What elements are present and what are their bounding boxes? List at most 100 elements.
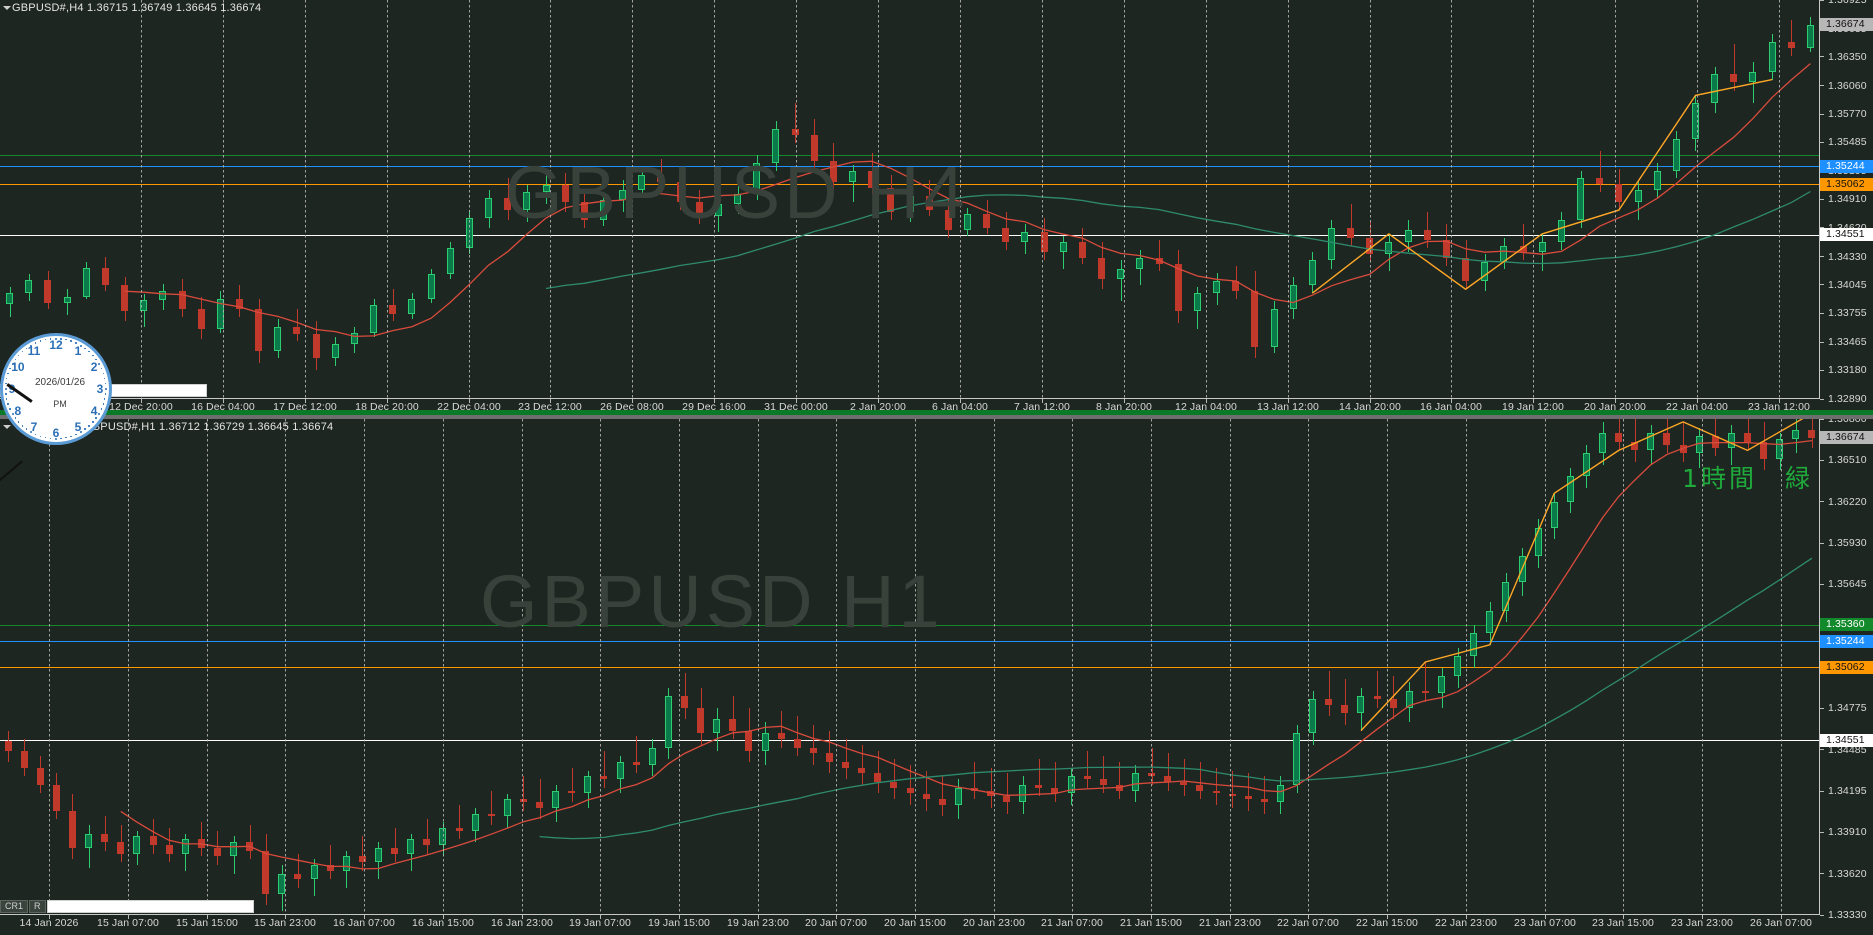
candle-body (6, 293, 13, 305)
candle-body (140, 300, 147, 311)
candle-body (375, 847, 382, 863)
clock-minute-dot (34, 433, 37, 436)
chart-pane-h1[interactable]: GBPUSD H1 GBPUSD#,H1 1.36712 1.36729 1.3… (0, 419, 1873, 935)
status-cell-cr1[interactable]: CR1 (0, 900, 29, 913)
clock-minute-dot (65, 339, 67, 341)
candle-wick (1377, 670, 1378, 708)
grid-line-vertical (1702, 419, 1703, 915)
candle-body (633, 762, 640, 765)
clock-minute-dot (39, 340, 41, 342)
clock-minute-dot (84, 428, 86, 430)
time-tick-mark (1779, 399, 1780, 403)
candle-body (1180, 782, 1187, 785)
candle-body (1728, 433, 1735, 448)
candle-wick (297, 309, 298, 341)
price-tick: 1.34330 (1820, 251, 1873, 263)
candle-body (964, 214, 971, 230)
candle-body (428, 274, 435, 300)
price-scale-h4[interactable]: 1.369251.366351.363501.360601.357701.354… (1819, 0, 1873, 405)
time-tick-mark (443, 915, 444, 919)
candle-wick (1427, 212, 1428, 248)
candle-body (1390, 699, 1397, 708)
time-tick-label: 22 Jan 23:00 (1435, 917, 1497, 929)
time-scale-h1[interactable]: 14 Jan 2026 15 Jan 07:00 15 Jan 15:00 15 Ja… (0, 914, 1820, 935)
chart-menu-arrow-icon-h4[interactable] (2, 3, 11, 12)
candle-wick (572, 767, 573, 803)
clock-numeral: 1 (74, 343, 82, 358)
candle-body (677, 182, 684, 203)
level-line-support (0, 234, 1820, 236)
candle-body (1788, 42, 1795, 48)
clock-numeral: 2 (90, 360, 98, 374)
clock-minute-dot (104, 393, 107, 395)
time-tick-mark (1466, 915, 1467, 919)
grid-line-vertical (550, 0, 551, 399)
clock-numeral: 10 (11, 360, 25, 374)
clock-numeral: 11 (27, 343, 41, 358)
clock-minute-dot (6, 377, 8, 379)
grid-line-vertical (632, 0, 633, 399)
time-tick-label: 19 Jan 15:00 (648, 917, 710, 929)
clock-minute-dot (14, 417, 16, 419)
grid-line-vertical (1466, 419, 1467, 915)
time-tick-mark (714, 399, 715, 403)
candle-body (1454, 656, 1461, 677)
clock-minute-dot (17, 354, 20, 356)
status-cell-r[interactable]: R (29, 900, 46, 913)
pane-divider-green (0, 410, 1873, 415)
candle-body (1807, 25, 1814, 48)
chart-plot-area-h1[interactable] (0, 419, 1820, 915)
price-scale-h1[interactable]: 1.36800 1.36510 1.36220 1.35930 1.35645 1.347… (1819, 419, 1873, 921)
candle-wick (201, 822, 202, 857)
chart-menu-arrow-icon-h1[interactable] (2, 422, 11, 431)
candle-body (1002, 227, 1009, 242)
candle-body (794, 739, 801, 748)
time-tick-mark (49, 915, 50, 919)
clock-minute-dot (105, 388, 107, 390)
candle-body (1424, 229, 1431, 240)
candle-wick (1600, 150, 1601, 193)
candle-body (1730, 73, 1737, 82)
candle-body (1325, 699, 1332, 705)
time-tick-mark (522, 915, 523, 919)
candle-wick (1200, 762, 1201, 800)
clock-minute-dot (14, 358, 16, 360)
grid-line-vertical (1781, 419, 1782, 915)
price-tick: 1.33620 (1820, 868, 1873, 880)
clock-minute-dot (95, 417, 97, 419)
chart-pane-h4[interactable]: GBPUSD H4 GBPUSD#,H4 1.36715 1.36749 1.3… (0, 0, 1873, 417)
grid-line-vertical (1387, 419, 1388, 915)
candle-body (1132, 773, 1139, 791)
grid-line-vertical (1623, 419, 1624, 915)
time-tick-mark (1545, 915, 1546, 919)
grid-line-vertical (679, 419, 680, 915)
candle-body (1520, 245, 1527, 252)
level-line-resistance (0, 184, 1820, 186)
clock-minute-dot (34, 342, 37, 344)
clock-minute-dot (7, 372, 9, 374)
candle-wick (813, 724, 814, 765)
time-tick-label: 23 Jan 23:00 (1671, 917, 1733, 929)
candle-body (584, 776, 591, 794)
candle-body (274, 326, 281, 351)
candle-wick (1232, 770, 1233, 808)
candle-body (447, 247, 454, 275)
chart-plot-area-h4[interactable] (0, 0, 1820, 399)
candle-body (1583, 453, 1590, 477)
clock-minute-dot (7, 403, 9, 405)
clock-minute-dot (75, 433, 77, 436)
candle-body (1079, 241, 1086, 258)
grid-line-vertical (600, 419, 601, 915)
scroll-track-h1[interactable] (46, 900, 254, 913)
time-tick-mark (796, 399, 797, 403)
grid-line-vertical (714, 0, 715, 399)
candle-body (543, 185, 550, 193)
time-tick-label: 16 Jan 15:00 (412, 917, 474, 929)
indicator-overlay (120, 419, 1813, 870)
grid-line-vertical (1697, 0, 1698, 399)
candle-body (1808, 430, 1815, 438)
candle-body (351, 332, 358, 344)
clock-minute-dot (25, 428, 27, 430)
level-line-bid (0, 166, 1820, 168)
candle-wick (795, 103, 796, 143)
